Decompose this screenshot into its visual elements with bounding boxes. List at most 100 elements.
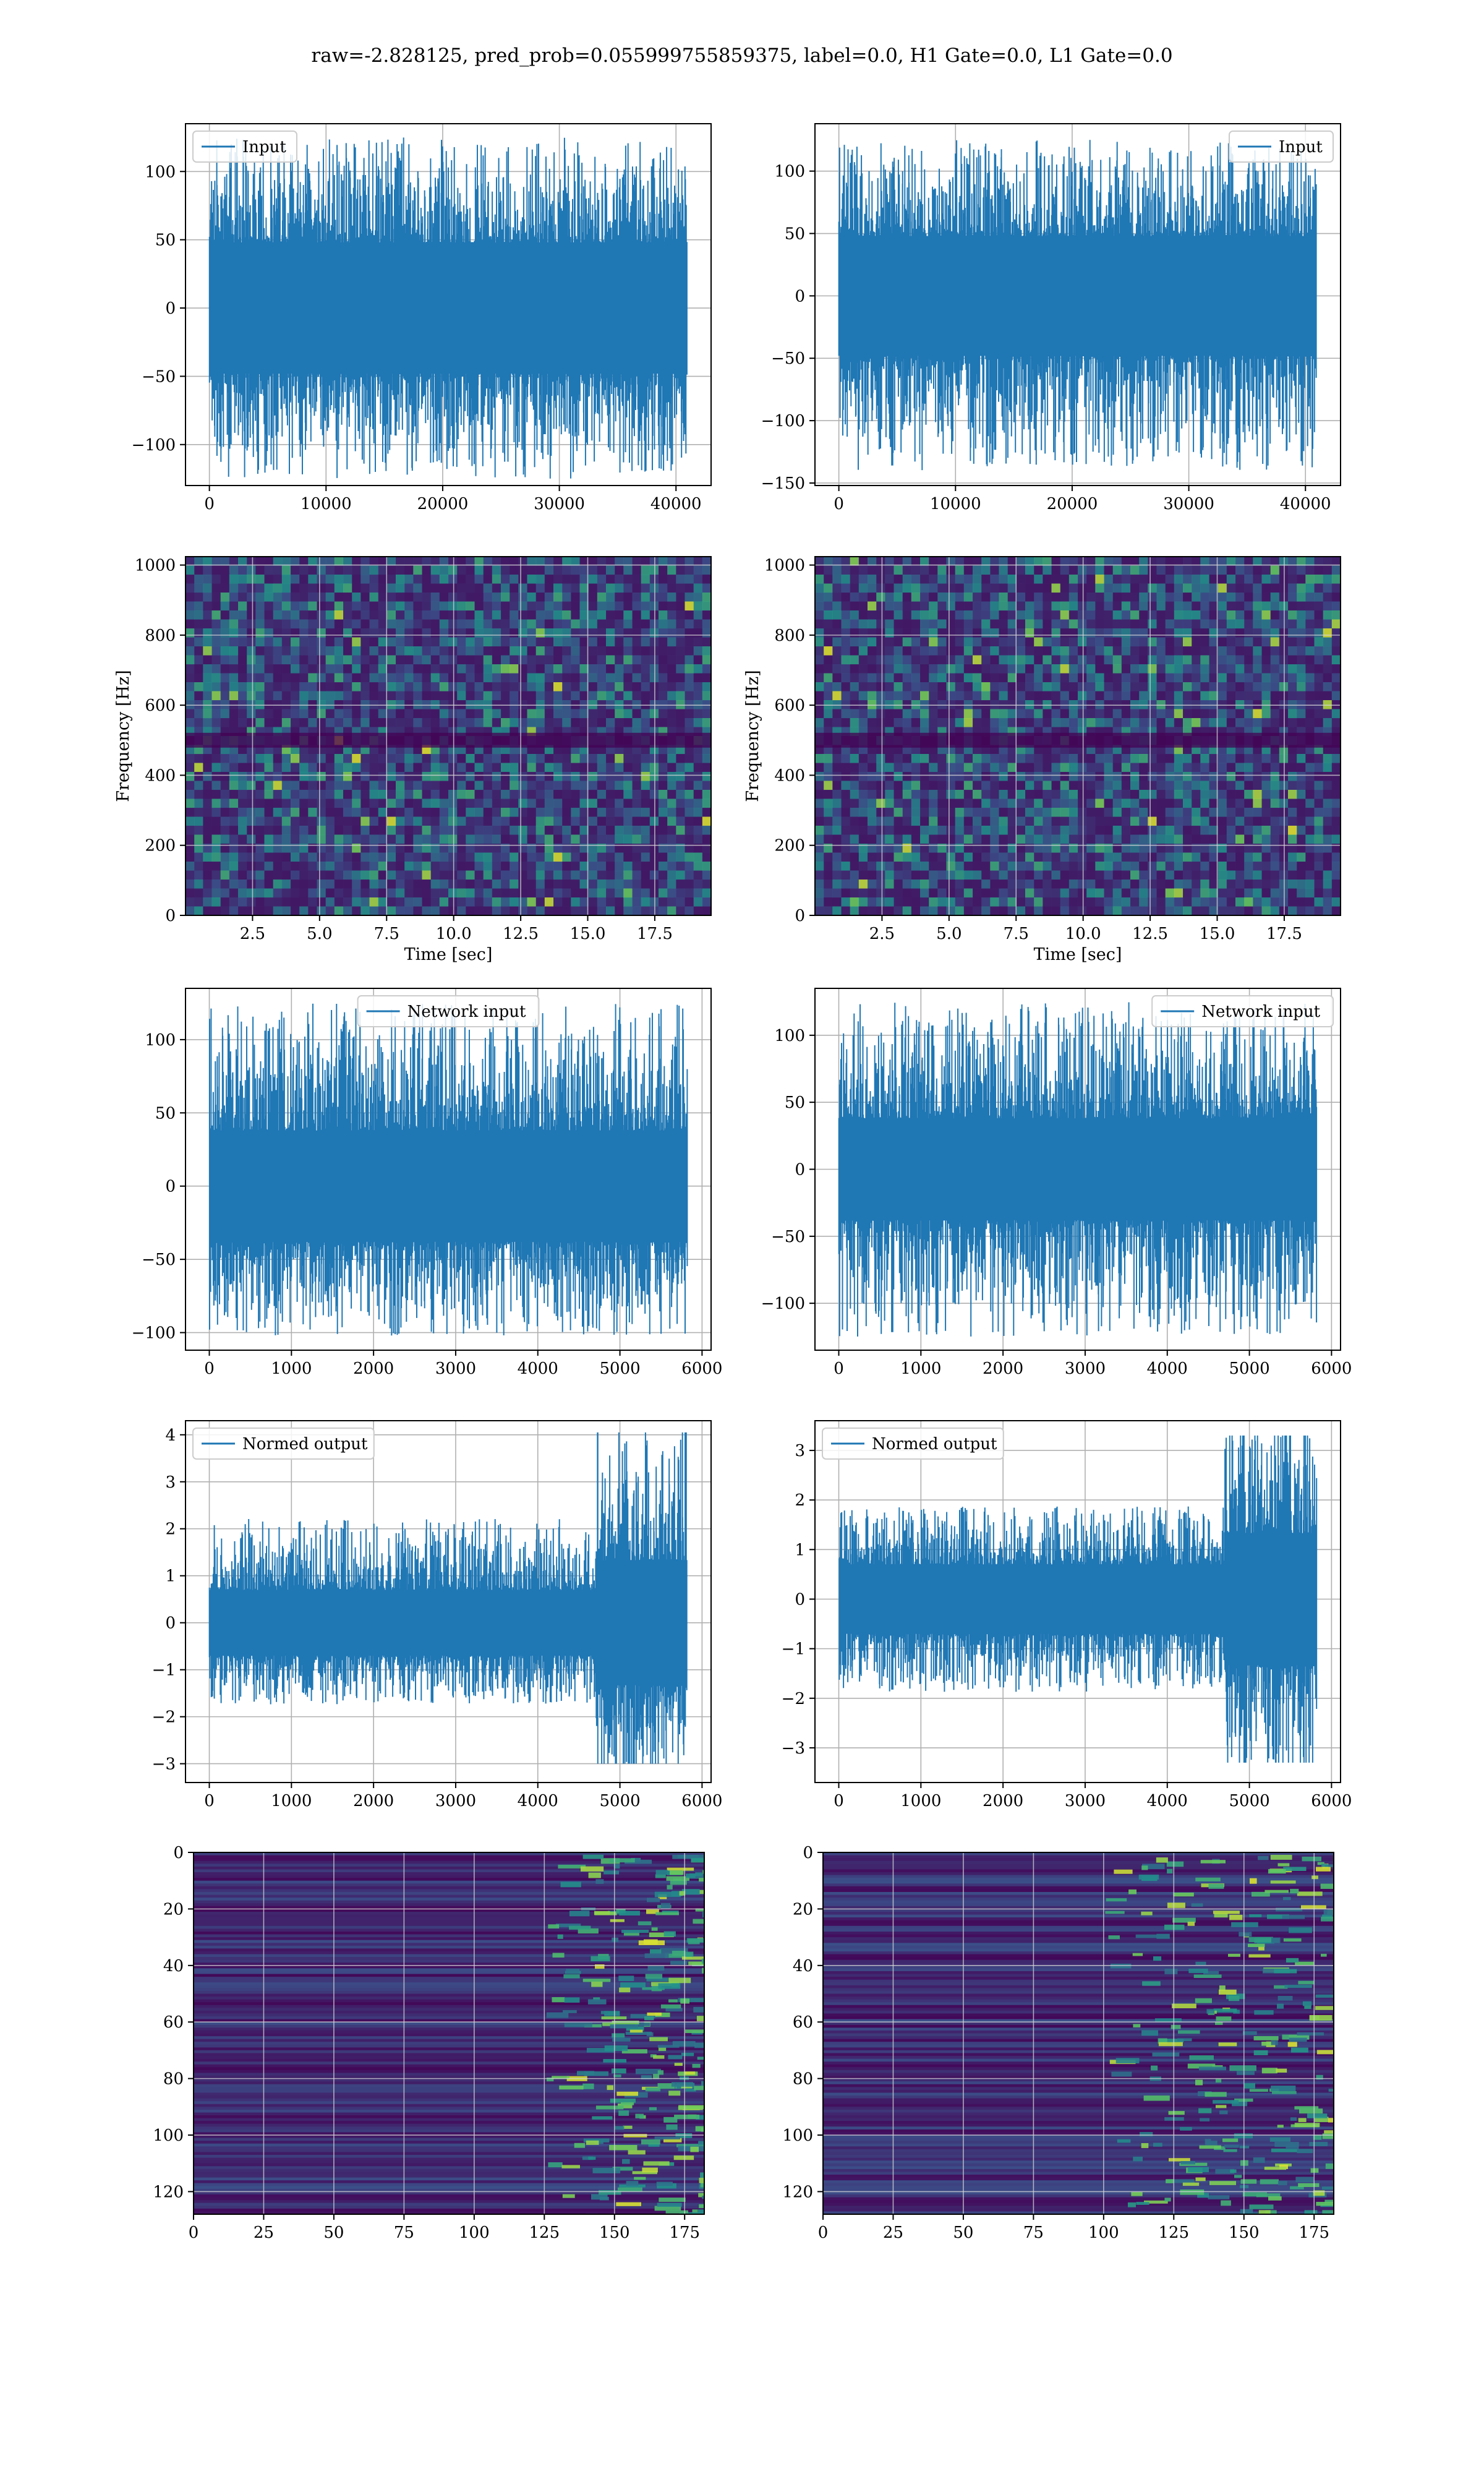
spectrogram-cell [448, 718, 458, 728]
spectrogram-cell [474, 646, 484, 656]
spectrogram-cell [1130, 610, 1140, 620]
spectrogram-cell [264, 628, 274, 638]
spectrogram-cell [474, 583, 484, 593]
spectrogram-cell [1297, 673, 1306, 683]
spectrogram-cell [1034, 816, 1043, 826]
spectrogram-cell [448, 790, 458, 800]
spectrogram-cell [1200, 682, 1210, 692]
spectrogram-cell [553, 870, 563, 880]
spectrogram-cell [1192, 790, 1201, 800]
spectrogram-cell [1297, 906, 1306, 915]
spectrogram-cell [247, 906, 256, 915]
spectrogram-cell [334, 826, 344, 836]
spectrogram-cell [291, 628, 300, 638]
spectrogram-cell [229, 826, 239, 836]
spectrogram-cell [220, 682, 230, 692]
spectrogram-cell [457, 781, 466, 790]
spectrogram-cell [448, 619, 458, 629]
spectrogram-cell [632, 897, 642, 907]
spectrogram-cell [588, 880, 598, 889]
spectrogram-cell [1148, 583, 1158, 593]
spectrogram-cell [1331, 852, 1341, 862]
spectrogram-cell [1104, 754, 1114, 764]
spectrogram-cell [273, 583, 283, 593]
spectrogram-cell [1043, 691, 1052, 701]
spectrogram-cell [1297, 826, 1306, 836]
spectrogram-cell [929, 575, 938, 584]
spectrogram-cell [413, 870, 423, 880]
spectrogram-cell [579, 906, 589, 915]
spectrogram-cell [299, 880, 309, 889]
spectrogram-cell [902, 862, 912, 871]
spectrogram-cell [352, 897, 361, 907]
spectrogram-cell [527, 718, 537, 728]
spectrogram-cell [186, 906, 195, 915]
spectrogram-cell [378, 862, 388, 871]
spectrogram-cell [1148, 897, 1158, 907]
spectrogram-cell [937, 888, 947, 898]
spectrogram-cell [510, 709, 519, 719]
spectrogram-cell [352, 646, 361, 656]
spectrogram-cell [229, 646, 239, 656]
spectrogram-cell [325, 664, 335, 674]
spectrogram-cell [1043, 575, 1052, 584]
spectrogram-cell [981, 593, 991, 602]
spectrogram-cell [1068, 718, 1078, 728]
spectrogram-cell [1209, 808, 1219, 818]
spectrogram-cell [1226, 601, 1236, 611]
spectrogram-cell [597, 906, 607, 915]
spectrogram-cell [378, 637, 388, 647]
spectrogram-cell [999, 772, 1009, 782]
spectrogram-cell [422, 565, 432, 575]
spectrogram-cell [1156, 583, 1166, 593]
spectrogram-cell [1235, 583, 1245, 593]
spectrogram-cell [1139, 619, 1148, 629]
spectrogram-cell [352, 816, 361, 826]
spectrogram-cell [1156, 610, 1166, 620]
spectrogram-cell [211, 798, 221, 808]
spectrogram-cell [1148, 709, 1158, 719]
spectrogram-cell [963, 754, 973, 764]
spectrogram-cell [1174, 655, 1183, 665]
spectrogram-cell [659, 619, 668, 629]
spectrogram-cell [588, 664, 598, 674]
spectrogram-cell [632, 583, 642, 593]
spectrogram-cell [1217, 628, 1227, 638]
spectrogram-cell [343, 790, 352, 800]
spectrogram-cell [439, 637, 449, 647]
spectrogram-cell [1165, 682, 1175, 692]
spectrogram-cell [832, 601, 842, 611]
spectrogram-cell [815, 897, 824, 907]
spectrogram-cell [255, 691, 265, 701]
spectrogram-cell [483, 862, 493, 871]
spectrogram-cell [999, 798, 1009, 808]
spectrogram-cell [1025, 888, 1034, 898]
spectrogram-cell [404, 816, 414, 826]
spectrogram-cell [220, 673, 230, 683]
spectrogram-cell [1016, 798, 1026, 808]
spectrogram-cell [474, 844, 484, 854]
spectrogram-cell [963, 583, 973, 593]
spectrogram-cell [1244, 593, 1253, 602]
spectrogram-cell [1209, 673, 1219, 683]
spectrogram-cell [501, 593, 510, 602]
spectrogram-cell [929, 664, 938, 674]
spectrogram-cell [527, 790, 537, 800]
spectrogram-cell [466, 790, 475, 800]
spectrogram-cell [693, 754, 703, 764]
spectrogram-cell [632, 798, 642, 808]
spectrogram-cell [676, 888, 686, 898]
spectrogram-cell [606, 691, 615, 701]
spectrogram-cell [1297, 870, 1306, 880]
spectrogram-cell [291, 637, 300, 647]
spectrogram-cell [211, 870, 221, 880]
spectrogram-cell [588, 897, 598, 907]
spectrogram-cell [1043, 798, 1052, 808]
spectrogram-cell [963, 565, 973, 575]
spectrogram-cell [535, 781, 545, 790]
spectrogram-cell [527, 798, 537, 808]
spectrogram-cell [1095, 772, 1105, 782]
spectrogram-cell [588, 637, 598, 647]
spectrogram-cell [623, 781, 633, 790]
spectrogram-cell [291, 781, 300, 790]
